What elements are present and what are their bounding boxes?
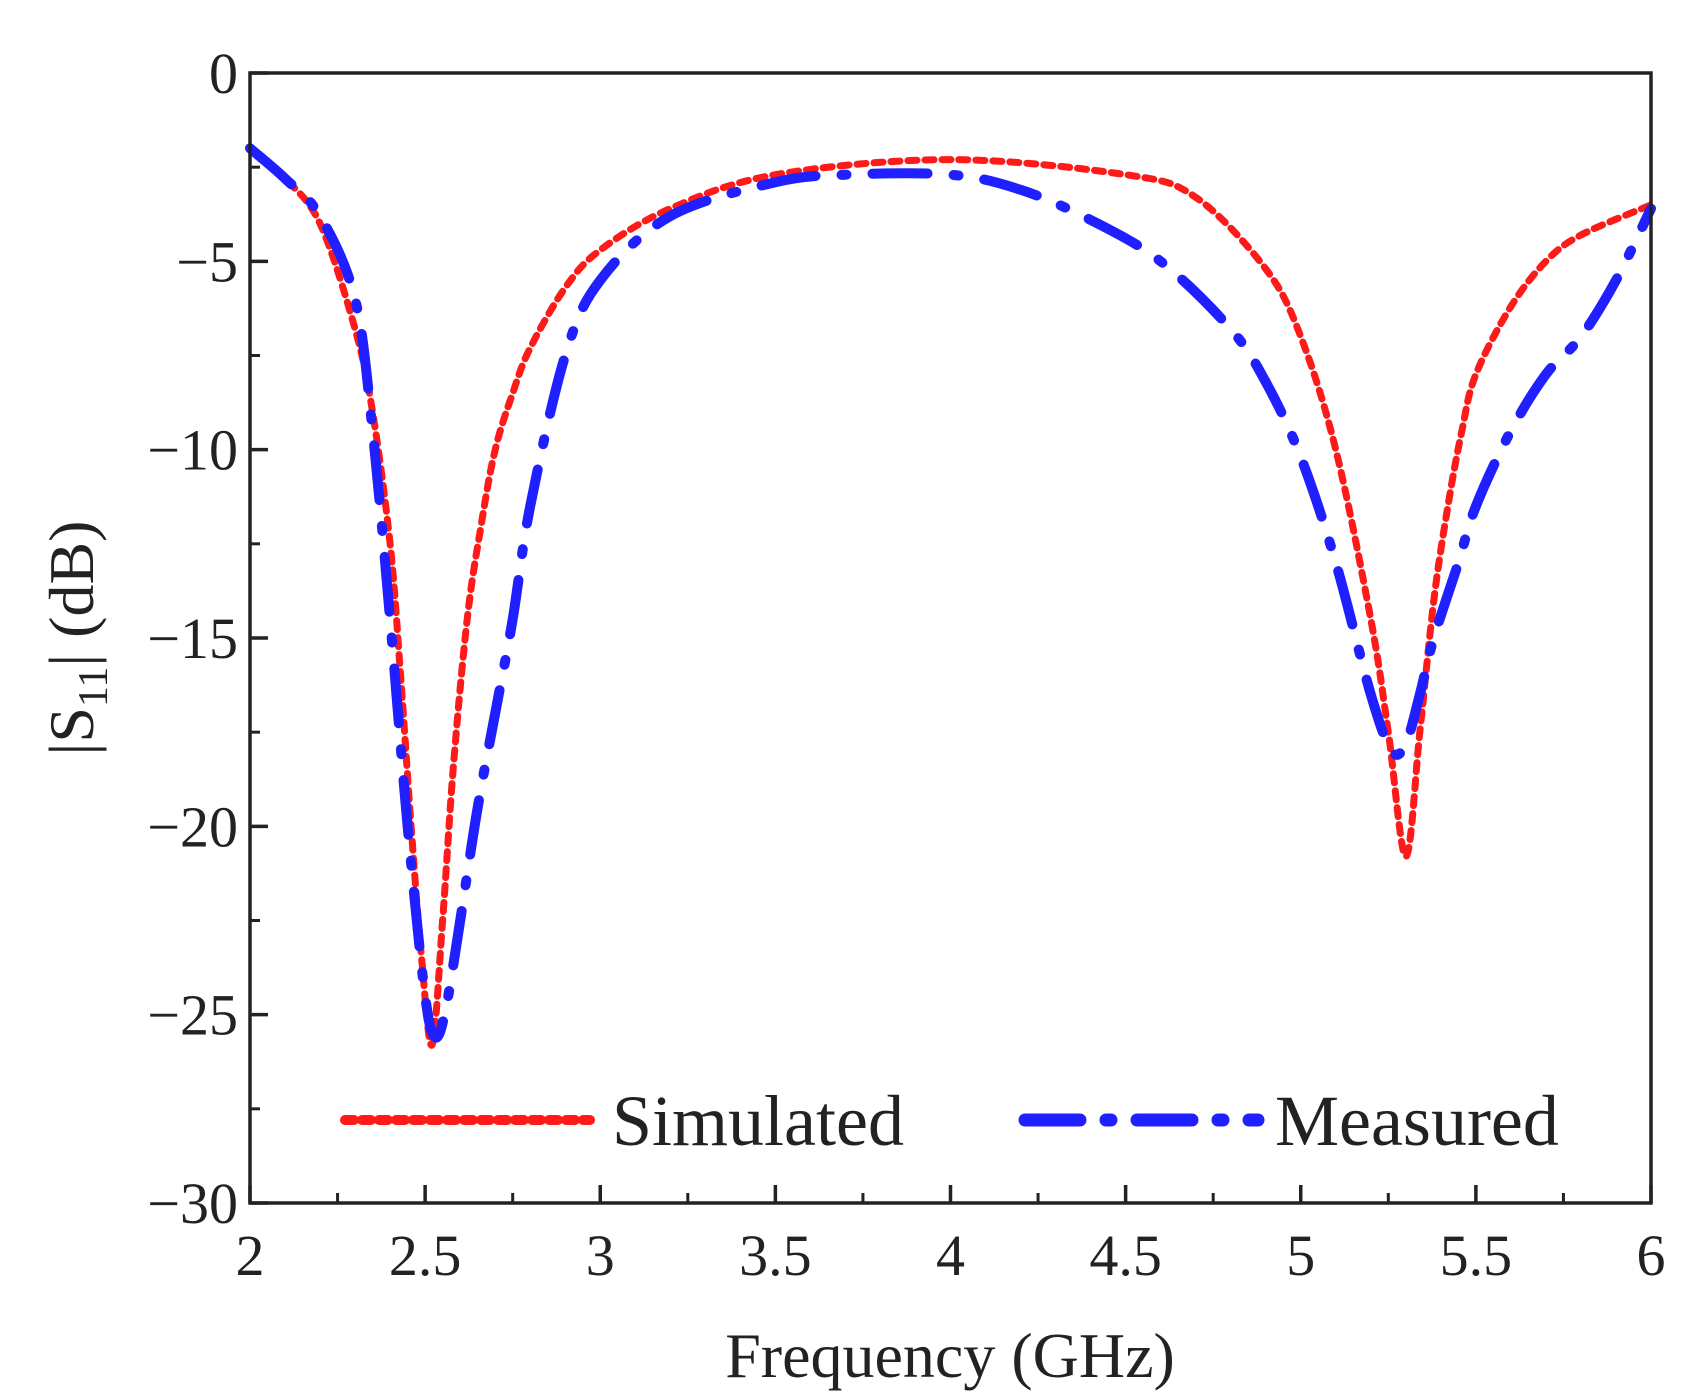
- y-tick-label: −20: [147, 794, 238, 859]
- plot-frame: [248, 71, 1653, 1205]
- y-axis-title-pre: |S: [36, 707, 107, 755]
- y-tick-label: −25: [147, 983, 238, 1048]
- y-tick-label: −15: [147, 606, 238, 671]
- y-axis-title-sub: 11: [71, 667, 117, 707]
- y-tick-label: −30: [147, 1171, 238, 1236]
- x-tick-label: 3.5: [739, 1223, 812, 1288]
- x-tick-label: 4: [936, 1223, 965, 1288]
- x-tick-label: 5.5: [1440, 1223, 1513, 1288]
- series-line-measured: [245, 143, 1656, 1043]
- y-axis-title-post: | (dB): [36, 521, 107, 667]
- series-line-simulated: [246, 144, 1655, 1049]
- x-axis-ticks: 2 2.5 3 3.5 4 4.5 5 5.5 6: [236, 1185, 1666, 1288]
- x-tick-label: 6: [1637, 1223, 1666, 1288]
- y-tick-label: 0: [209, 41, 238, 106]
- y-axis-title: |S11| (dB): [36, 521, 117, 756]
- y-tick-label: −5: [176, 229, 238, 294]
- legend: Simulated Measured: [340, 1081, 1559, 1161]
- legend-label-simulated: Simulated: [612, 1081, 904, 1161]
- series-layer: [245, 143, 1656, 1049]
- y-tick-label: −10: [147, 418, 238, 483]
- x-tick-label: 4.5: [1089, 1223, 1162, 1288]
- y-axis-ticks: 0 −5 −10 −15 −20 −25 −30: [147, 41, 268, 1236]
- x-tick-label: 2.5: [389, 1223, 462, 1288]
- x-axis-title: Frequency (GHz): [725, 1320, 1175, 1391]
- legend-label-measured: Measured: [1275, 1081, 1559, 1161]
- x-tick-label: 3: [586, 1223, 615, 1288]
- x-tick-label: 5: [1286, 1223, 1315, 1288]
- x-tick-label: 2: [236, 1223, 265, 1288]
